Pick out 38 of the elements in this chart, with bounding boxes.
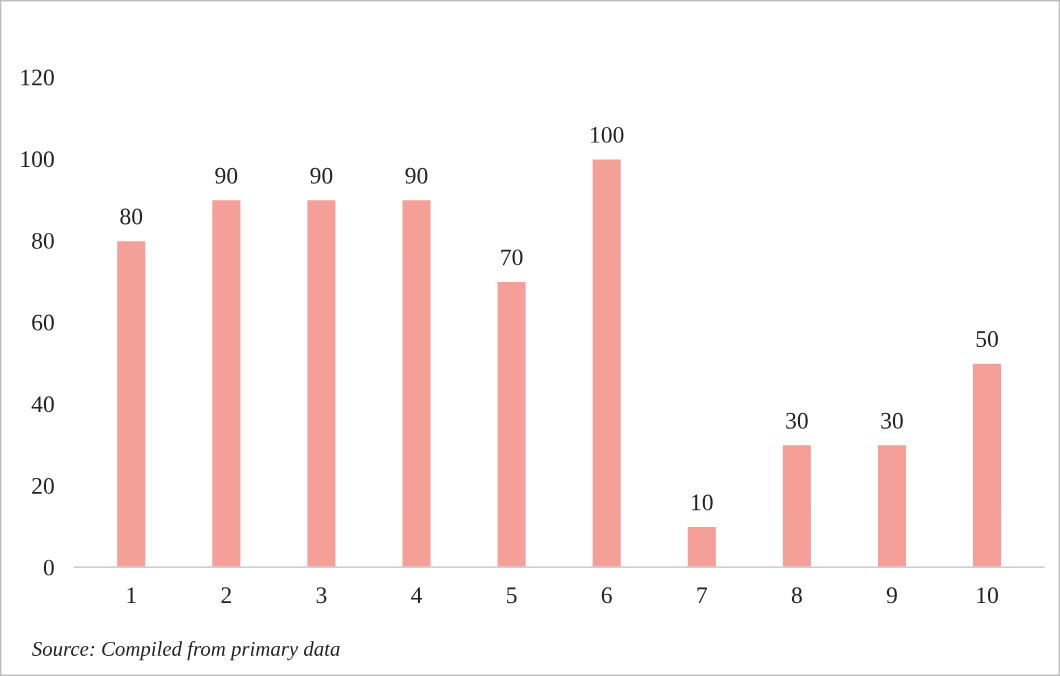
x-tick-label: 8 [791,587,802,604]
x-tick-label: 2 [221,587,231,603]
bar [971,362,1003,568]
x-tick-label: 4 [411,587,423,603]
data-label: 90 [215,167,238,184]
data-label: 80 [120,208,143,225]
x-tick-label: 7 [697,587,708,603]
y-tick-label: 100 [21,151,54,168]
x-tick-label: 3 [316,587,327,604]
x-tick-label: 9 [886,587,897,604]
bar [401,198,432,568]
y-tick-label: 40 [31,396,54,413]
data-label: 90 [310,167,333,184]
bar [115,239,147,568]
bar [496,280,528,568]
y-tick-label: 80 [32,232,54,249]
y-tick-label: 120 [21,69,54,86]
data-label: 100 [591,126,624,143]
bar [781,443,813,568]
x-tick-label: 6 [601,587,612,604]
bar [591,158,623,568]
bar [305,198,337,568]
x-tick-label: 5 [507,587,517,604]
data-label: 10 [692,494,713,511]
data-label: 50 [976,331,998,348]
y-tick-label: 0 [43,559,54,576]
source-note: Source: Compiled from primary data [32,641,340,661]
bar [876,443,908,568]
y-tick-label: 20 [32,477,54,494]
data-label: 70 [501,249,523,266]
data-label: 90 [405,167,428,184]
bar [210,198,242,568]
data-label: 30 [881,412,903,429]
x-tick-label: 10 [977,587,998,604]
y-tick-label: 60 [32,314,54,331]
x-tick-label: 1 [127,587,136,603]
data-label: 30 [786,412,808,429]
bar [686,525,718,568]
